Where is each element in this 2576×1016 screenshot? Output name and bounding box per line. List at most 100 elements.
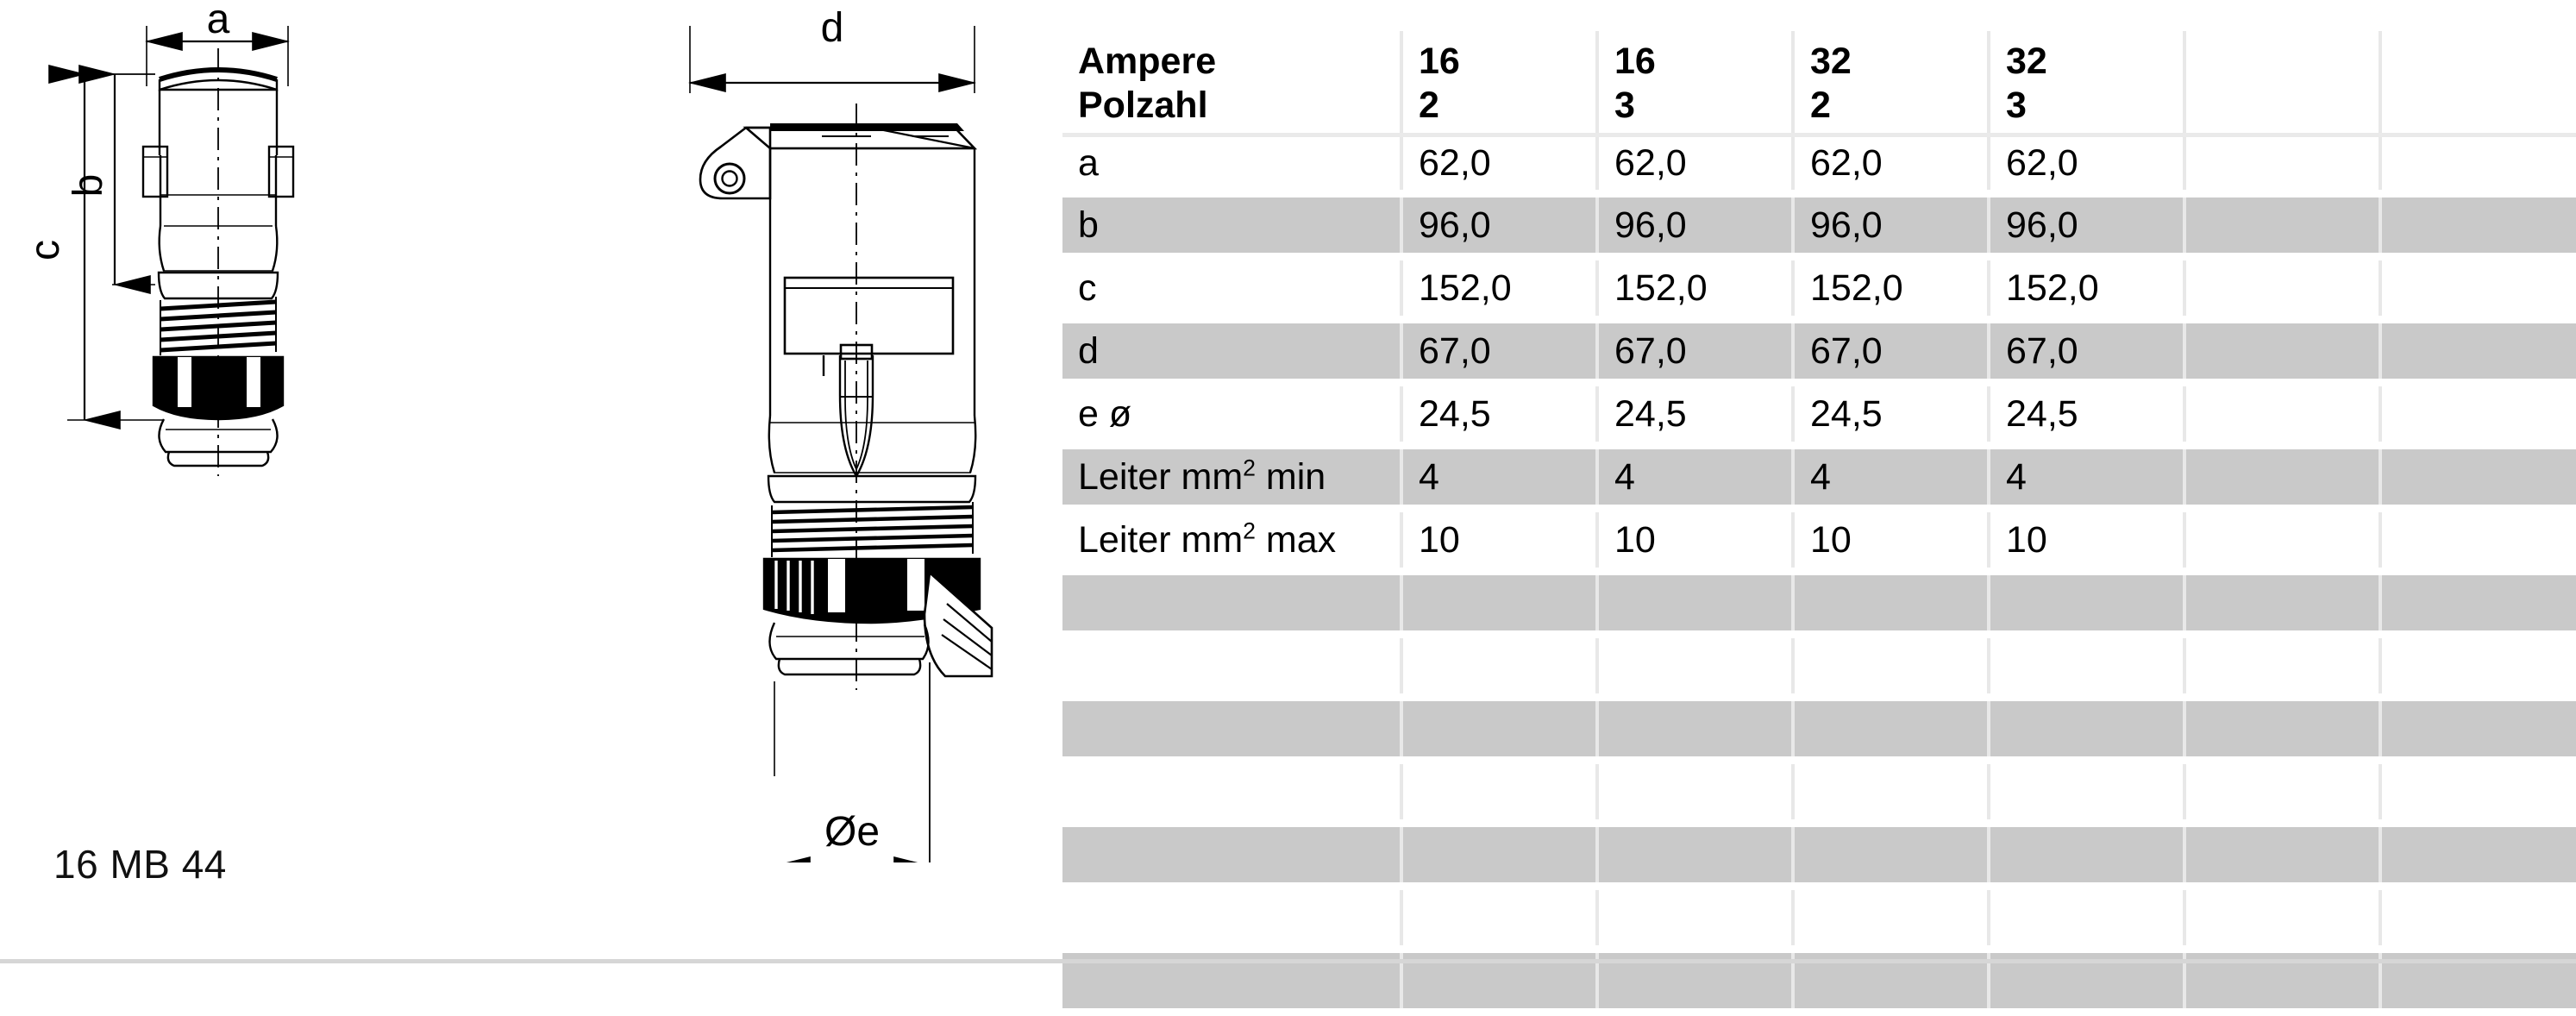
table-empty-row <box>1062 701 2576 756</box>
spacer-cell <box>1989 253 2186 260</box>
spacer-cell <box>2184 442 2382 449</box>
spacer-cell <box>1793 442 1990 449</box>
spacer-cell <box>2184 630 2382 638</box>
spacer-cell <box>1597 756 1795 764</box>
spacer-cell <box>1062 505 1403 512</box>
table-row-spacer <box>1062 630 2576 638</box>
dimension-label-b: b <box>66 174 111 198</box>
spacer-cell <box>2184 568 2382 575</box>
row-value-cell-3: 24,5 <box>1793 386 1990 442</box>
row-value-cell-2 <box>1597 701 1795 756</box>
technical-drawings-panel: a d b c Øe 16 MB 44 <box>0 0 1062 969</box>
specifications-table: Ampere Polzahl 16 2 16 3 32 2 32 3 a 62,0 62,0 62,0 62… <box>1062 31 2576 1016</box>
row-value-cell-3: 96,0 <box>1793 198 1990 253</box>
spacer-cell <box>1597 945 1795 953</box>
spacer-cell <box>1793 253 1990 260</box>
row-label-cell <box>1062 638 1403 693</box>
row-value-cell-5 <box>2184 575 2382 630</box>
spacer-cell <box>1401 1008 1599 1016</box>
spacer-cell <box>1793 1008 1990 1016</box>
spacer-cell <box>1401 316 1599 323</box>
row-value-cell-5 <box>2184 827 2382 882</box>
spacer-cell <box>1062 316 1403 323</box>
row-label-cell: d <box>1062 323 1403 379</box>
header-ampere-value: 16 <box>1614 41 1656 83</box>
row-value-cell-3 <box>1793 701 1990 756</box>
spacer-cell <box>2184 1008 2382 1016</box>
page-bottom-rule <box>0 959 2576 963</box>
spacer-cell <box>1793 819 1990 827</box>
spacer-cell <box>1062 442 1403 449</box>
specifications-table-panel: Ampere Polzahl 16 2 16 3 32 2 32 3 a 62,0 62,0 62,0 62… <box>1062 0 2576 1016</box>
row-value-cell-2 <box>1597 638 1795 693</box>
row-value-cell-5 <box>2184 198 2382 253</box>
spacer-cell <box>1062 253 1403 260</box>
row-value-cell-3 <box>1793 890 1990 945</box>
spacer-cell <box>2184 819 2382 827</box>
row-value-cell-2 <box>1597 827 1795 882</box>
spacer-cell <box>1793 316 1990 323</box>
row-value-cell-6 <box>2380 449 2576 505</box>
row-value-cell-4: 96,0 <box>1989 198 2186 253</box>
row-value-cell-5 <box>2184 135 2382 190</box>
row-value-cell-1 <box>1401 638 1599 693</box>
spacer-cell <box>1401 945 1599 953</box>
header-ampere-value: 32 <box>2006 41 2047 83</box>
spacer-cell <box>2184 253 2382 260</box>
row-value-cell-3: 62,0 <box>1793 135 1990 190</box>
row-value-cell-3: 4 <box>1793 449 1990 505</box>
row-value-cell-4 <box>1989 764 2186 819</box>
table-row-spacer <box>1062 190 2576 198</box>
side-view-drawing <box>48 26 295 467</box>
row-value-cell-3 <box>1793 638 1990 693</box>
table-row: c 152,0 152,0 152,0 152,0 <box>1062 260 2576 316</box>
spacer-cell <box>1597 190 1795 198</box>
row-value-cell-1: 152,0 <box>1401 260 1599 316</box>
spacer-cell <box>1989 1008 2186 1016</box>
dimension-label-c: c <box>22 240 68 260</box>
table-header-row: Ampere Polzahl 16 2 16 3 32 2 32 3 <box>1062 31 2576 137</box>
row-value-cell-6 <box>2380 890 2576 945</box>
spacer-cell <box>2380 882 2576 890</box>
row-value-cell-5 <box>2184 701 2382 756</box>
spacer-cell <box>1062 882 1403 890</box>
spacer-cell <box>1989 756 2186 764</box>
spacer-cell <box>1401 882 1599 890</box>
table-row-spacer <box>1062 693 2576 701</box>
spacer-cell <box>1793 630 1990 638</box>
row-label-cell: b <box>1062 198 1403 253</box>
spacer-cell <box>2184 316 2382 323</box>
row-value-cell-3 <box>1793 764 1990 819</box>
row-value-cell-1 <box>1401 764 1599 819</box>
row-value-cell-5 <box>2184 323 2382 379</box>
row-value-cell-5 <box>2184 638 2382 693</box>
dimension-label-a: a <box>207 0 230 42</box>
spacer-cell <box>2380 505 2576 512</box>
spacer-cell <box>1597 568 1795 575</box>
row-value-cell-6 <box>2380 512 2576 568</box>
row-value-cell-2: 152,0 <box>1597 260 1795 316</box>
spacer-cell <box>1597 693 1795 701</box>
spacer-cell <box>1062 945 1403 953</box>
row-value-cell-1: 96,0 <box>1401 198 1599 253</box>
header-polzahl-value: 2 <box>1419 84 1439 126</box>
spacer-cell <box>2380 756 2576 764</box>
row-value-cell-2: 62,0 <box>1597 135 1795 190</box>
header-polzahl-value: 3 <box>1614 84 1635 126</box>
row-label-cell: e ø <box>1062 386 1403 442</box>
table-row-spacer <box>1062 316 2576 323</box>
header-label-ampere: Ampere <box>1078 41 1217 83</box>
spacer-cell <box>1597 442 1795 449</box>
spacer-cell <box>1597 819 1795 827</box>
spacer-cell <box>1597 379 1795 386</box>
row-value-cell-5 <box>2184 260 2382 316</box>
spacer-cell <box>2380 190 2576 198</box>
row-value-cell-3: 152,0 <box>1793 260 1990 316</box>
table-header-cell-4: 32 3 <box>1989 31 2186 137</box>
spacer-cell <box>1062 756 1403 764</box>
spacer-cell <box>2184 693 2382 701</box>
table-body: Ampere Polzahl 16 2 16 3 32 2 32 3 a 62,0 62,0 62,0 62… <box>1062 31 2576 1016</box>
table-row: b 96,0 96,0 96,0 96,0 <box>1062 198 2576 253</box>
spacer-cell <box>2380 1008 2576 1016</box>
header-ampere-value: 16 <box>1419 41 1460 83</box>
